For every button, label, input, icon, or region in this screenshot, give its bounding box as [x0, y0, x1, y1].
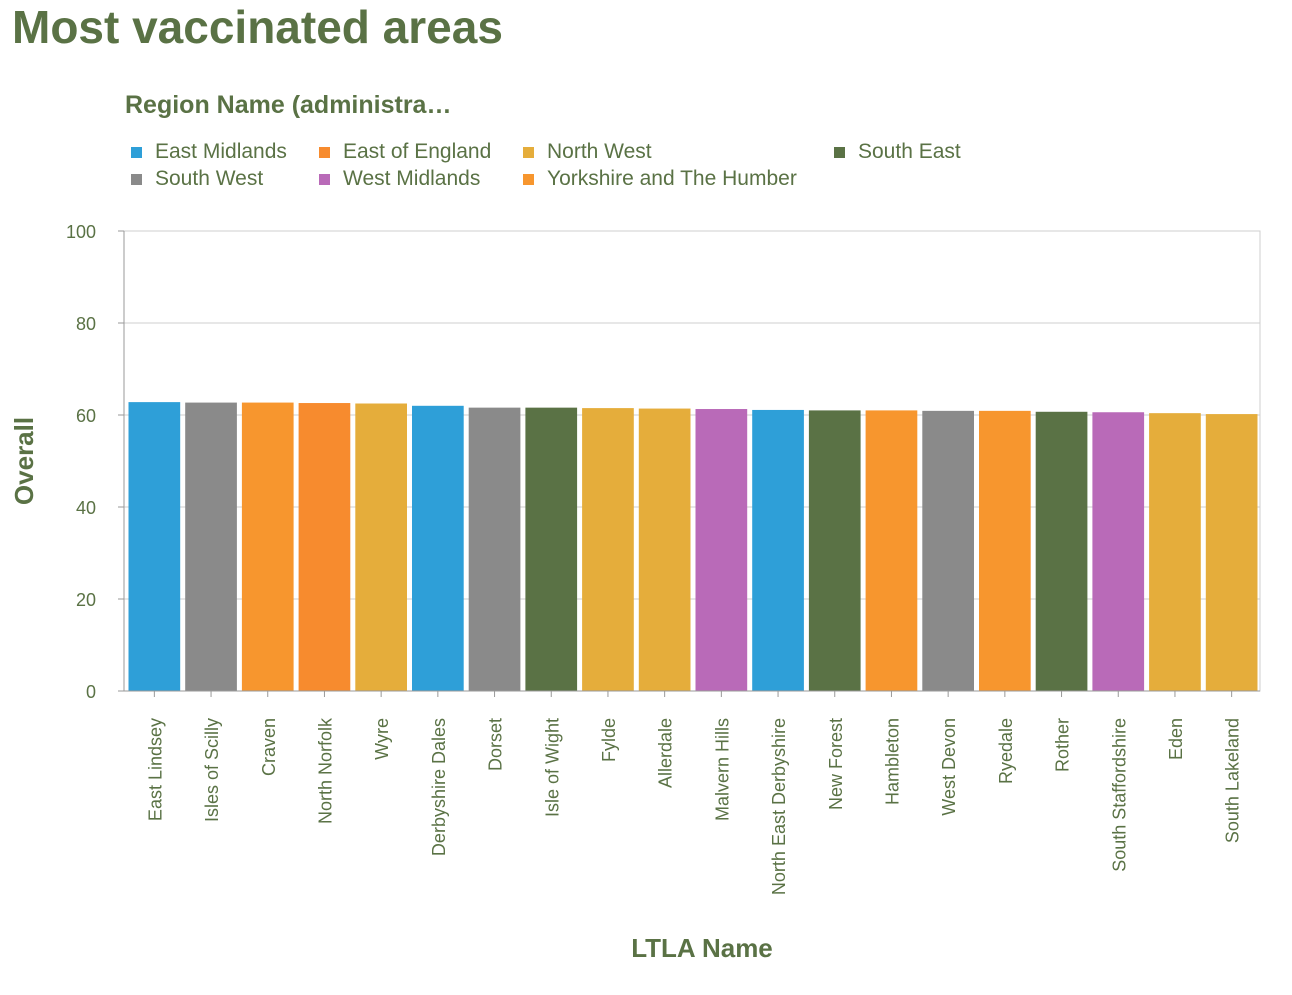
- bar[interactable]: [1035, 411, 1088, 691]
- legend-label: South West: [155, 167, 264, 190]
- chart-title: Most vaccinated areas: [12, 1, 503, 53]
- legend-item[interactable]: South East: [828, 140, 961, 164]
- legend-label: East of England: [343, 140, 492, 163]
- y-tick-label: 80: [76, 314, 96, 334]
- bar[interactable]: [185, 402, 237, 691]
- legend-label: North West: [547, 140, 652, 163]
- x-tick-label: East Lindsey: [145, 718, 165, 821]
- legend-swatch: [131, 146, 142, 158]
- x-axis-title: LTLA Name: [631, 933, 773, 963]
- x-tick-label: New Forest: [826, 718, 846, 810]
- y-tick-label: 20: [76, 590, 96, 610]
- x-tick-label: Malvern Hills: [712, 718, 732, 821]
- x-tick-label: South Staffordshire: [1109, 718, 1129, 872]
- bar[interactable]: [865, 410, 918, 691]
- legend-swatch: [523, 173, 534, 185]
- bar[interactable]: [412, 405, 464, 691]
- bar[interactable]: [638, 408, 691, 691]
- x-tick-label: West Devon: [939, 718, 959, 816]
- x-tick-label: Wyre: [372, 718, 392, 760]
- x-tick-label: North Norfolk: [315, 717, 335, 824]
- plot-frame: [123, 230, 1261, 692]
- x-tick-label: Eden: [1166, 718, 1186, 760]
- legend-swatch: [523, 146, 534, 158]
- y-axis-title: Overall: [9, 417, 39, 505]
- legend-swatch: [319, 173, 330, 185]
- legend-swatch: [834, 146, 845, 158]
- bar[interactable]: [752, 409, 804, 691]
- bar[interactable]: [979, 410, 1031, 691]
- x-tick-label: Allerdale: [656, 718, 676, 788]
- x-tick-label: Ryedale: [996, 718, 1016, 784]
- x-tick-label: Isles of Scilly: [202, 718, 222, 822]
- x-tick-label: Rother: [1053, 718, 1073, 772]
- bar[interactable]: [1092, 412, 1145, 691]
- bar[interactable]: [582, 408, 634, 691]
- bar[interactable]: [355, 403, 407, 692]
- legend-item[interactable]: West Midlands: [313, 167, 480, 191]
- legend-swatch: [131, 173, 142, 185]
- legend-item[interactable]: East Midlands: [125, 140, 287, 164]
- bar[interactable]: [468, 407, 521, 691]
- legend-item[interactable]: North West: [517, 140, 652, 164]
- bar[interactable]: [241, 402, 294, 691]
- bar[interactable]: [525, 407, 578, 691]
- legend-swatch: [319, 146, 330, 158]
- legend: East Midlands East of England North West So…: [125, 140, 1025, 200]
- x-tick-label: Hambleton: [882, 718, 902, 805]
- bar[interactable]: [808, 410, 861, 691]
- legend-label: South East: [858, 140, 961, 163]
- x-tick-label: Derbyshire Dales: [429, 718, 449, 856]
- legend-item[interactable]: East of England: [313, 140, 491, 164]
- x-tick-label: Craven: [259, 718, 279, 776]
- y-tick-label: 0: [86, 682, 96, 702]
- legend-label: East Midlands: [155, 140, 287, 163]
- legend-item[interactable]: South West: [125, 167, 263, 191]
- x-tick-label: Isle of Wight: [542, 718, 562, 817]
- x-tick-label: South Lakeland: [1223, 718, 1243, 843]
- bar[interactable]: [298, 403, 351, 691]
- bar[interactable]: [695, 409, 748, 691]
- bar[interactable]: [128, 402, 181, 691]
- y-tick-label: 60: [76, 406, 96, 426]
- x-tick-label: North East Derbyshire: [769, 718, 789, 895]
- y-tick-label: 100: [66, 222, 96, 242]
- y-tick-label: 40: [76, 498, 96, 518]
- bar[interactable]: [922, 410, 974, 691]
- x-tick-label: Dorset: [486, 718, 506, 771]
- bar[interactable]: [1205, 414, 1258, 691]
- legend-item[interactable]: Yorkshire and The Humber: [517, 167, 797, 191]
- legend-title: Region Name (administra…: [125, 91, 452, 119]
- legend-label: Yorkshire and The Humber: [547, 167, 797, 190]
- legend-label: West Midlands: [343, 167, 481, 190]
- x-tick-label: Fylde: [599, 718, 619, 762]
- bar[interactable]: [1149, 413, 1201, 691]
